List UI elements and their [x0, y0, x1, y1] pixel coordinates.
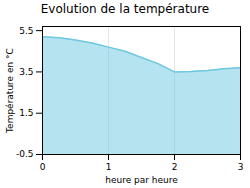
svg-text:1.5: 1.5 — [19, 108, 33, 118]
svg-text:3: 3 — [238, 162, 244, 172]
svg-text:1: 1 — [106, 162, 112, 172]
svg-text:Température en °C: Température en °C — [5, 48, 15, 134]
svg-text:-0.5: -0.5 — [16, 149, 34, 159]
svg-text:2: 2 — [172, 162, 178, 172]
svg-text:0: 0 — [40, 162, 46, 172]
svg-text:heure par heure: heure par heure — [105, 175, 178, 185]
svg-text:5.5: 5.5 — [19, 26, 33, 36]
html-text:Evolution de la température: Evolution de la température — [40, 2, 210, 16]
svg-text:3.5: 3.5 — [19, 67, 33, 77]
